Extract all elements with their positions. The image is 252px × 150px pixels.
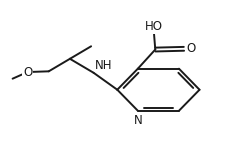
Text: N: N bbox=[134, 114, 142, 128]
Text: HO: HO bbox=[145, 20, 163, 33]
Text: O: O bbox=[186, 42, 195, 55]
Text: O: O bbox=[23, 66, 32, 79]
Text: NH: NH bbox=[95, 59, 112, 72]
